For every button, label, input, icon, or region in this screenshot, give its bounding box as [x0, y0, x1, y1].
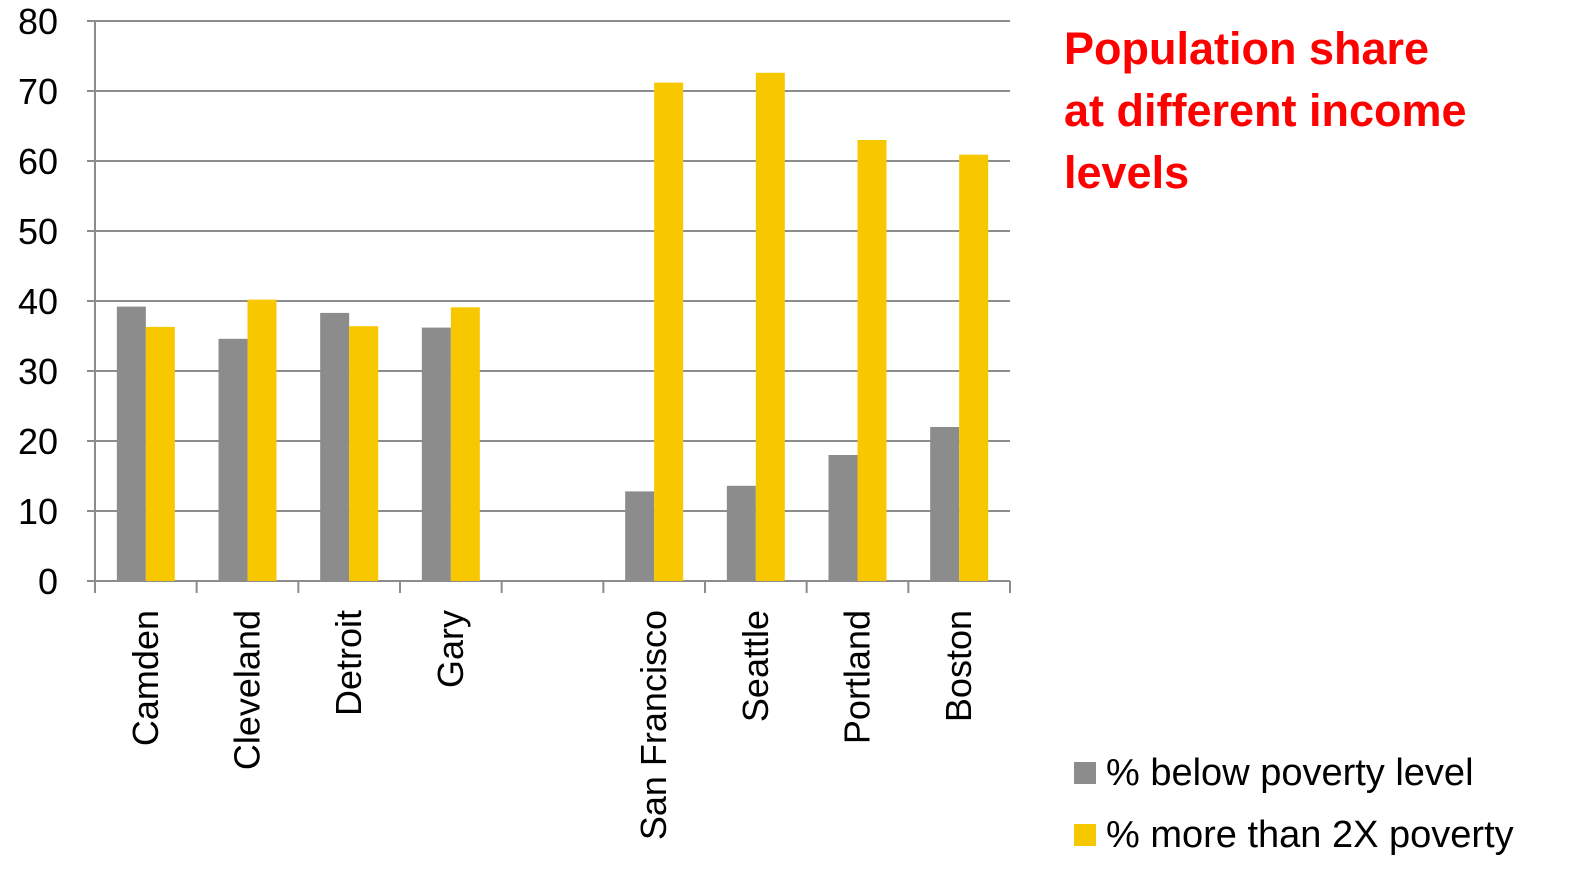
legend-swatch-below-poverty: [1074, 762, 1096, 784]
bar-below-poverty-portland: [828, 455, 858, 581]
x-tick-label: Camden: [125, 610, 166, 746]
y-tick-label: 0: [38, 561, 58, 602]
y-tick-label: 10: [18, 491, 58, 532]
y-tick-label: 20: [18, 421, 58, 462]
chart-annotation-title: Population share at different income lev…: [1064, 18, 1564, 204]
x-tick-labels: Camden Cleveland Detroit Gary San Francisco S…: [125, 610, 979, 840]
bar-below-poverty-cleveland: [218, 338, 248, 581]
bar-below-poverty-san-francisco: [625, 491, 655, 581]
bar-below-poverty-gary: [421, 327, 451, 581]
bar-above-2x-poverty-detroit: [349, 326, 379, 581]
y-tick-label: 50: [18, 211, 58, 252]
legend-label-above-2x-poverty: % more than 2X poverty: [1106, 813, 1514, 856]
x-tick-label: Cleveland: [227, 610, 268, 770]
y-tick-label: 80: [18, 1, 58, 42]
y-tick-labels: 0 10 20 30 40 50 60 70 80: [18, 1, 58, 602]
legend-label-below-poverty: % below poverty level: [1106, 751, 1474, 794]
legend-swatch-above-2x-poverty: [1074, 824, 1096, 846]
x-tick-label: Portland: [837, 610, 878, 744]
bar-above-2x-poverty-seattle: [755, 72, 785, 582]
legend-item-above-2x-poverty: % more than 2X poverty: [1074, 804, 1514, 866]
y-tick-label: 70: [18, 71, 58, 112]
bars: [116, 72, 989, 582]
x-tick-label: Boston: [938, 610, 979, 722]
title-line-2: at different income: [1064, 85, 1467, 136]
title-line-1: Population share: [1064, 23, 1430, 74]
bar-below-poverty-detroit: [320, 312, 350, 581]
x-tick-label: San Francisco: [633, 610, 674, 840]
bar-above-2x-poverty-boston: [959, 154, 989, 581]
x-tick-label: Gary: [430, 610, 471, 688]
bar-below-poverty-boston: [930, 427, 960, 581]
bar-above-2x-poverty-camden: [145, 326, 175, 581]
y-tick-label: 60: [18, 141, 58, 182]
bar-above-2x-poverty-portland: [857, 140, 887, 581]
bar-above-2x-poverty-gary: [450, 307, 480, 581]
y-tick-label: 40: [18, 281, 58, 322]
legend-item-below-poverty: % below poverty level: [1074, 742, 1514, 804]
x-tick-label: Seattle: [735, 610, 776, 722]
legend: % below poverty level % more than 2X pov…: [1074, 742, 1514, 866]
bar-above-2x-poverty-cleveland: [247, 299, 277, 581]
x-tick-label: Detroit: [328, 610, 369, 716]
y-tick-label: 30: [18, 351, 58, 392]
title-line-3: levels: [1064, 147, 1190, 198]
bar-below-poverty-seattle: [726, 485, 756, 581]
bar-below-poverty-camden: [116, 306, 146, 581]
bar-above-2x-poverty-san-francisco: [654, 82, 684, 581]
